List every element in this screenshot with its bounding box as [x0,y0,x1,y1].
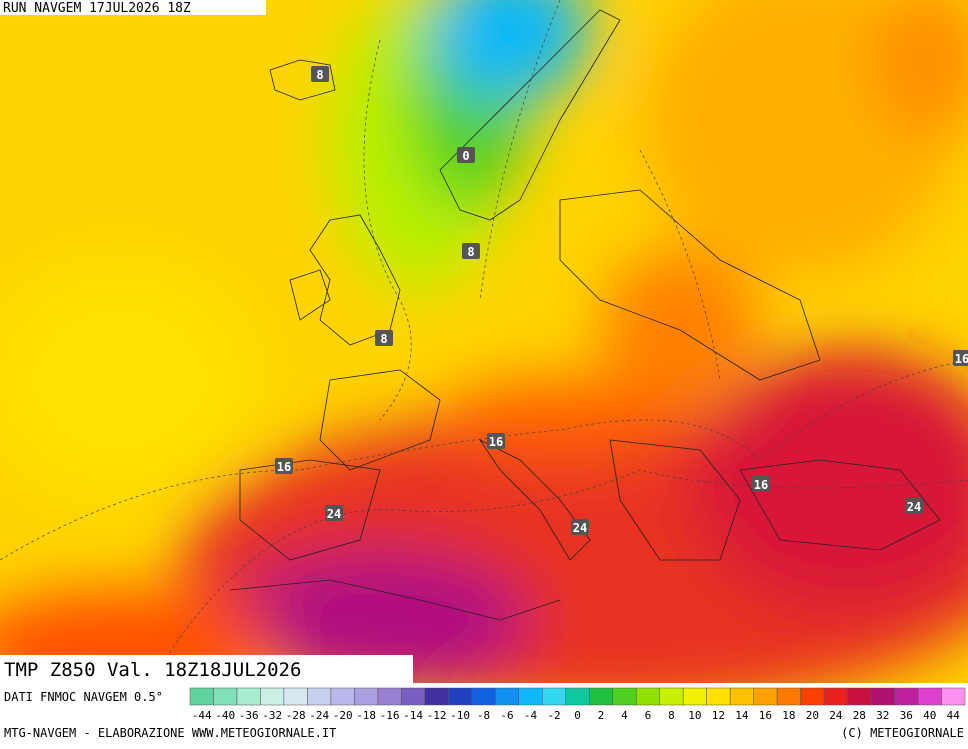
contour-label-box [375,330,393,346]
legend-swatch [377,687,402,706]
legend-swatch [941,687,966,706]
legend-label: 12 [712,709,725,722]
legend-label: 18 [782,709,795,722]
legend-label: 0 [574,709,581,722]
contour-label: 16 [955,352,968,366]
contour-label-box [275,458,293,474]
legend-swatch [260,687,285,706]
temperature-field [0,0,968,683]
legend-label: 32 [876,709,889,722]
legend-swatch [448,687,473,706]
contour-label-box [311,66,329,82]
legend-label: -8 [477,709,490,722]
contour-label-box [325,505,343,521]
legend-swatch [495,687,520,706]
legend-swatch [518,687,543,706]
legend-swatch [635,687,660,706]
legend-label: 14 [735,709,749,722]
legend-swatch [401,687,426,706]
legend-label: -44 [192,709,212,722]
contours [0,0,968,683]
field-label: TMP Z850 Val. 18Z18JUL2026 [4,659,301,681]
legend-label: 6 [645,709,652,722]
legend-swatch [894,687,919,706]
legend-swatch [823,687,848,706]
legend-label: 4 [621,709,628,722]
legend-swatch [213,687,238,706]
legend-swatch [776,687,801,706]
contour-label: 16 [754,478,768,492]
legend-swatch [729,687,754,706]
legend-label: -12 [427,709,447,722]
contour-label: 24 [907,500,921,514]
legend-label: -18 [356,709,376,722]
run-label: RUN NAVGEM 17JUL2026 18Z [3,1,191,16]
legend-label: -36 [239,709,259,722]
legend-label: 40 [923,709,936,722]
legend-label: 24 [829,709,843,722]
contour-label: 24 [327,507,341,521]
contour-label-box [457,147,475,163]
contour-label: 16 [277,460,291,474]
contour-label-box [953,350,968,366]
run-box [0,0,266,15]
legend-label: 36 [900,709,913,722]
legend-label: -16 [380,709,400,722]
legend-swatch [542,687,567,706]
legend-label: -6 [500,709,513,722]
legend-label: 20 [806,709,819,722]
contour-label: 8 [380,332,387,346]
contour-label-box [905,498,923,514]
legend-label: -40 [215,709,235,722]
footer-left: MTG-NAVGEM - ELABORAZIONE WWW.METEOGIORN… [4,726,336,740]
legend-swatch [330,687,355,706]
legend-label: 16 [759,709,772,722]
legend-swatch [706,687,731,706]
footer-right: (C) METEOGIORNALE [841,726,964,740]
legend-label: 8 [668,709,675,722]
contour-label-box [571,519,589,535]
legend-swatch [612,687,637,706]
legend-label: -28 [286,709,306,722]
legend-swatch [424,687,449,706]
contour-label-box [752,476,770,492]
legend-swatch [354,687,379,706]
legend-label: 10 [688,709,701,722]
legend-swatch [753,687,778,706]
legend-swatch [565,687,590,706]
legend-label: 2 [598,709,605,722]
legend-swatch [471,687,496,706]
contour-label-box [487,433,505,449]
legend-label: -32 [262,709,282,722]
legend-label: 28 [853,709,866,722]
field-box [0,655,413,683]
legend-swatch [847,687,872,706]
contour-label: 24 [573,521,587,535]
legend-label: -24 [309,709,329,722]
legend-swatch [659,687,684,706]
legend-label: -10 [450,709,470,722]
contour-label: 16 [489,435,503,449]
legend-swatch [870,687,895,706]
legend-title: DATI FNMOC NAVGEM 0.5° [4,690,163,704]
legend-label: 44 [947,709,961,722]
legend-swatch [189,687,214,706]
legend-label: -4 [524,709,538,722]
legend-swatch [283,687,308,706]
contour-label: 8 [316,68,323,82]
coastlines [229,9,941,621]
legend-swatch [682,687,707,706]
legend-label: -20 [333,709,353,722]
legend-swatch [800,687,825,706]
legend-label: -2 [547,709,560,722]
contour-label-box [462,243,480,259]
legend-swatch [307,687,332,706]
legend-swatch [917,687,942,706]
contour-label: 0 [462,149,469,163]
legend-swatch [236,687,261,706]
legend-label: -14 [403,709,423,722]
contour-label: 8 [467,245,474,259]
legend-swatch [588,687,613,706]
